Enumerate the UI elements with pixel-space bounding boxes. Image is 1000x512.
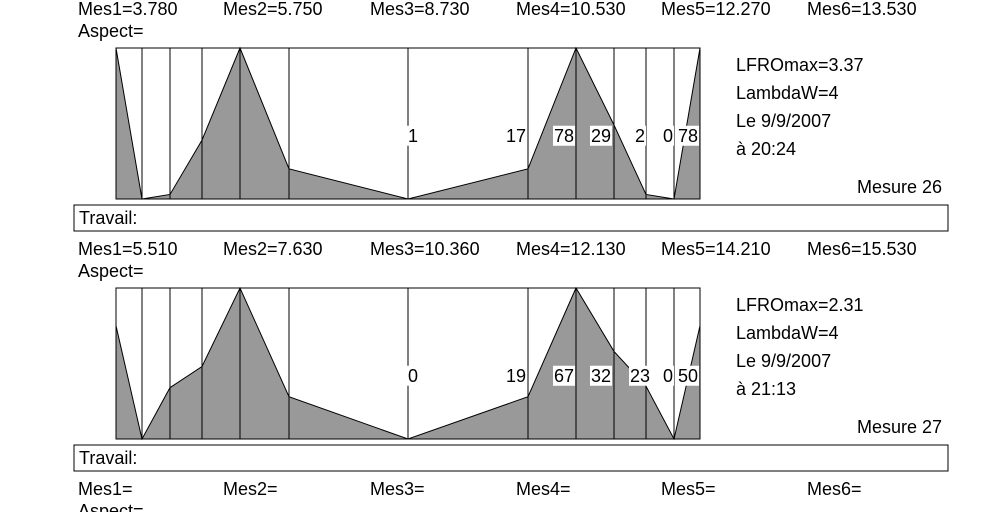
label-bg [504, 125, 528, 146]
travail-box [73, 444, 949, 472]
info: LambdaW=4 [736, 323, 839, 343]
info: Le 9/9/2007 [736, 111, 831, 131]
label-bg [406, 125, 420, 146]
info: LFROmax=2.31 [736, 295, 864, 315]
measure: Mes1=5.510 [78, 239, 178, 259]
value-label: 0 [663, 366, 673, 386]
measure: Mes2=5.750 [223, 0, 323, 19]
value-label: 0 [663, 126, 673, 146]
travail: Travail: [79, 448, 137, 468]
aspect: Aspect= [78, 501, 144, 512]
value-label: 32 [591, 366, 611, 386]
value-label: 19 [506, 366, 526, 386]
measure: Mes6=13.530 [807, 0, 917, 19]
label-bg [504, 365, 528, 386]
travail-box [73, 204, 949, 232]
measure: Mes4=12.130 [516, 239, 626, 259]
info: LFROmax=3.37 [736, 55, 864, 75]
chart-border [115, 47, 701, 200]
mesure: Mesure 26 [857, 177, 942, 197]
label-bg [633, 125, 647, 146]
info: à 21:13 [736, 379, 796, 399]
measure: Mes5=14.210 [661, 239, 771, 259]
measure: Mes1= [78, 479, 133, 499]
measure: Mes2=7.630 [223, 239, 323, 259]
mesure: Mesure 27 [857, 417, 942, 437]
value-label: 78 [678, 126, 698, 146]
measure: Mes3=10.360 [370, 239, 480, 259]
value-label: 23 [630, 366, 650, 386]
info: Le 9/9/2007 [736, 351, 831, 371]
label-bg [676, 365, 700, 386]
label-bg [661, 365, 675, 386]
measure: Mes4= [516, 479, 571, 499]
value-label: 1 [408, 126, 418, 146]
measure: Mes3= [370, 479, 425, 499]
label-bg [589, 365, 613, 386]
label-bg [589, 125, 613, 146]
label-bg [661, 125, 675, 146]
value-label: 67 [554, 366, 574, 386]
value-label: 2 [635, 126, 645, 146]
value-label: 50 [678, 366, 698, 386]
measure: Mes4=10.530 [516, 0, 626, 19]
measure: Mes5= [661, 479, 716, 499]
chart-border [115, 287, 701, 440]
measure: Mes3=8.730 [370, 0, 470, 19]
label-bg [552, 125, 576, 146]
travail: Travail: [79, 208, 137, 228]
label-bg [406, 365, 420, 386]
info: LambdaW=4 [736, 83, 839, 103]
measure: Mes6=15.530 [807, 239, 917, 259]
measure: Mes6= [807, 479, 862, 499]
value-label: 78 [554, 126, 574, 146]
profile-area [115, 46, 701, 200]
value-label: 17 [506, 126, 526, 146]
measure: Mes2= [223, 479, 278, 499]
value-label: 0 [408, 366, 418, 386]
measure: Mes5=12.270 [661, 0, 771, 19]
info: à 20:24 [736, 139, 796, 159]
label-bg [628, 365, 652, 386]
label-bg [676, 125, 700, 146]
label-bg [552, 365, 576, 386]
value-label: 29 [591, 126, 611, 146]
measure: Mes1=3.780 [78, 0, 178, 19]
aspect: Aspect= [78, 261, 144, 281]
aspect: Aspect= [78, 21, 144, 41]
